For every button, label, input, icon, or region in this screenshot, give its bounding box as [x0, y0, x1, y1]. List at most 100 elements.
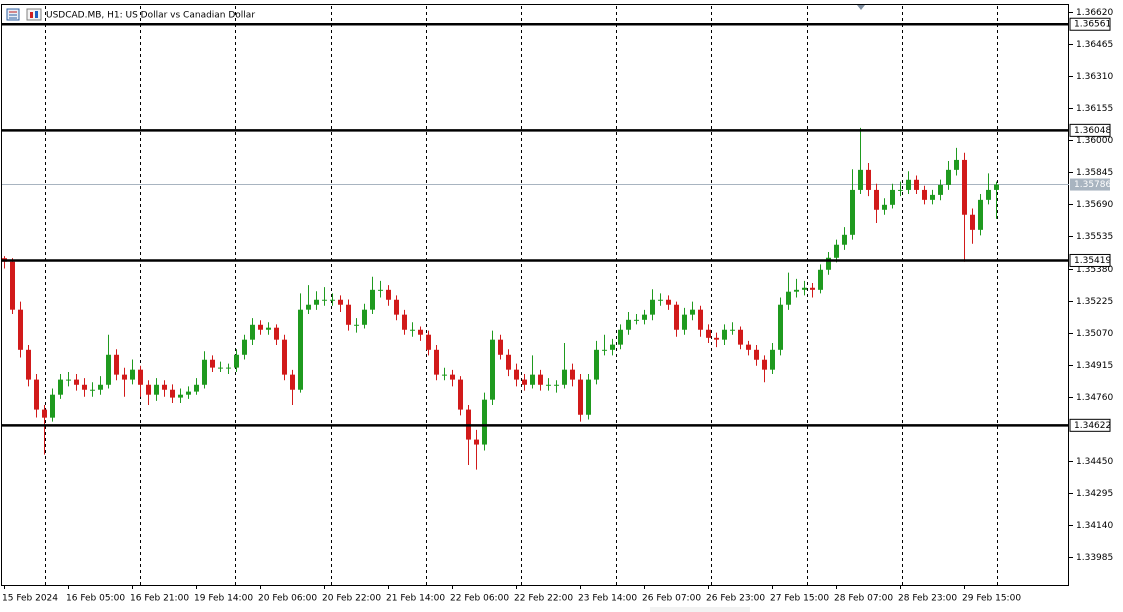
- candle-body: [50, 394, 55, 418]
- level-label-box: [1069, 17, 1111, 31]
- x-tick-label: 20 Feb 06:00: [258, 594, 317, 604]
- candle-body: [914, 179, 919, 190]
- candle-body: [722, 329, 727, 340]
- candle-body: [410, 329, 415, 331]
- current-price-label: 1.35786: [1074, 180, 1111, 190]
- candle-body: [658, 299, 663, 301]
- candle-body: [82, 384, 87, 390]
- x-tick-label: 21 Feb 14:00: [386, 594, 445, 604]
- x-tick-label: 19 Feb 14:00: [194, 594, 253, 604]
- candle-body: [74, 379, 79, 385]
- candle-body: [642, 314, 647, 320]
- icon-bar: [30, 12, 33, 18]
- candle-body: [266, 327, 271, 330]
- icon-bar: [35, 11, 38, 18]
- y-tick-label: 1.35070: [1076, 329, 1113, 339]
- candle-body: [194, 384, 199, 392]
- candle-body: [346, 304, 351, 325]
- candle-body: [666, 299, 671, 305]
- candle-body: [994, 184, 999, 190]
- candle-body: [202, 359, 207, 385]
- candle-body: [394, 299, 399, 315]
- candle-body: [882, 204, 887, 210]
- candle-body: [786, 291, 791, 305]
- candle-body: [754, 349, 759, 360]
- y-tick-label: 1.34760: [1076, 393, 1113, 403]
- candle-body: [690, 309, 695, 315]
- candle-body: [290, 374, 295, 390]
- x-tick-label: 26 Feb 07:00: [642, 594, 701, 604]
- candle-body: [626, 319, 631, 330]
- candle-body: [842, 234, 847, 245]
- candle-body: [778, 304, 783, 350]
- candle-body: [682, 314, 687, 330]
- candle-body: [34, 379, 39, 410]
- candle-body: [418, 329, 423, 335]
- candle-body: [26, 349, 31, 380]
- candle-body: [298, 309, 303, 390]
- candle-body: [498, 339, 503, 355]
- candle-body: [930, 194, 935, 200]
- candle-body: [506, 354, 511, 370]
- candle-body: [714, 337, 719, 340]
- plot-frame: [1, 4, 1069, 586]
- candle-body: [746, 344, 751, 350]
- candle-body: [850, 189, 855, 235]
- candle-body: [226, 367, 231, 369]
- candle-body: [906, 179, 911, 190]
- candle-body: [258, 324, 263, 330]
- x-tick-label: 27 Feb 15:00: [770, 594, 829, 604]
- x-tick-label: 28 Feb 23:00: [898, 594, 957, 604]
- y-tick-label: 1.34450: [1076, 457, 1113, 467]
- candle-body: [562, 369, 567, 385]
- candle-body: [354, 324, 359, 326]
- level-label: 1.36561: [1074, 20, 1111, 30]
- candle-body: [698, 309, 703, 330]
- level-label-box: [1069, 123, 1111, 137]
- candle-body: [450, 374, 455, 380]
- candle-body: [282, 339, 287, 375]
- candle-body: [802, 287, 807, 290]
- candle-body: [362, 309, 367, 325]
- level-label: 1.35419: [1074, 256, 1111, 266]
- y-tick-label: 1.36000: [1076, 136, 1113, 146]
- shift-marker[interactable]: [857, 5, 865, 10]
- candle-body: [610, 344, 615, 350]
- candle-body: [650, 299, 655, 315]
- candle-body: [818, 269, 823, 290]
- candle-body: [338, 299, 343, 305]
- candle-body: [570, 369, 575, 380]
- candle-body: [554, 384, 559, 386]
- candle-body: [874, 189, 879, 210]
- scroll-tab[interactable]: [650, 607, 750, 612]
- y-tick-label: 1.35535: [1076, 232, 1113, 242]
- candle-body: [434, 349, 439, 375]
- candle-body: [530, 374, 535, 385]
- candle-body: [90, 389, 95, 391]
- level-label: 1.36048: [1074, 126, 1111, 136]
- x-tick-label: 26 Feb 23:00: [706, 594, 765, 604]
- level-label-box: [1069, 418, 1111, 432]
- candle-body: [458, 379, 463, 410]
- y-tick-label: 1.35690: [1076, 200, 1113, 210]
- candle-body: [378, 289, 383, 291]
- candle-body: [178, 394, 183, 398]
- level-label-box: [1069, 253, 1111, 267]
- x-tick-label: 23 Feb 14:00: [578, 594, 637, 604]
- candle-body: [618, 329, 623, 345]
- candle-body: [218, 367, 223, 369]
- candle-body: [162, 384, 167, 390]
- x-tick-label: 16 Feb 05:00: [66, 594, 125, 604]
- candle-body: [770, 349, 775, 370]
- candle-body: [922, 189, 927, 200]
- candle-body: [154, 384, 159, 395]
- candle-body: [594, 349, 599, 380]
- candle-body: [170, 389, 175, 398]
- candle-body: [730, 329, 735, 331]
- candle-body: [18, 309, 23, 350]
- x-tick-label: 29 Feb 15:00: [962, 594, 1021, 604]
- candle-body: [210, 359, 215, 368]
- candle-body: [586, 379, 591, 415]
- icon-chart[interactable]: [26, 8, 42, 21]
